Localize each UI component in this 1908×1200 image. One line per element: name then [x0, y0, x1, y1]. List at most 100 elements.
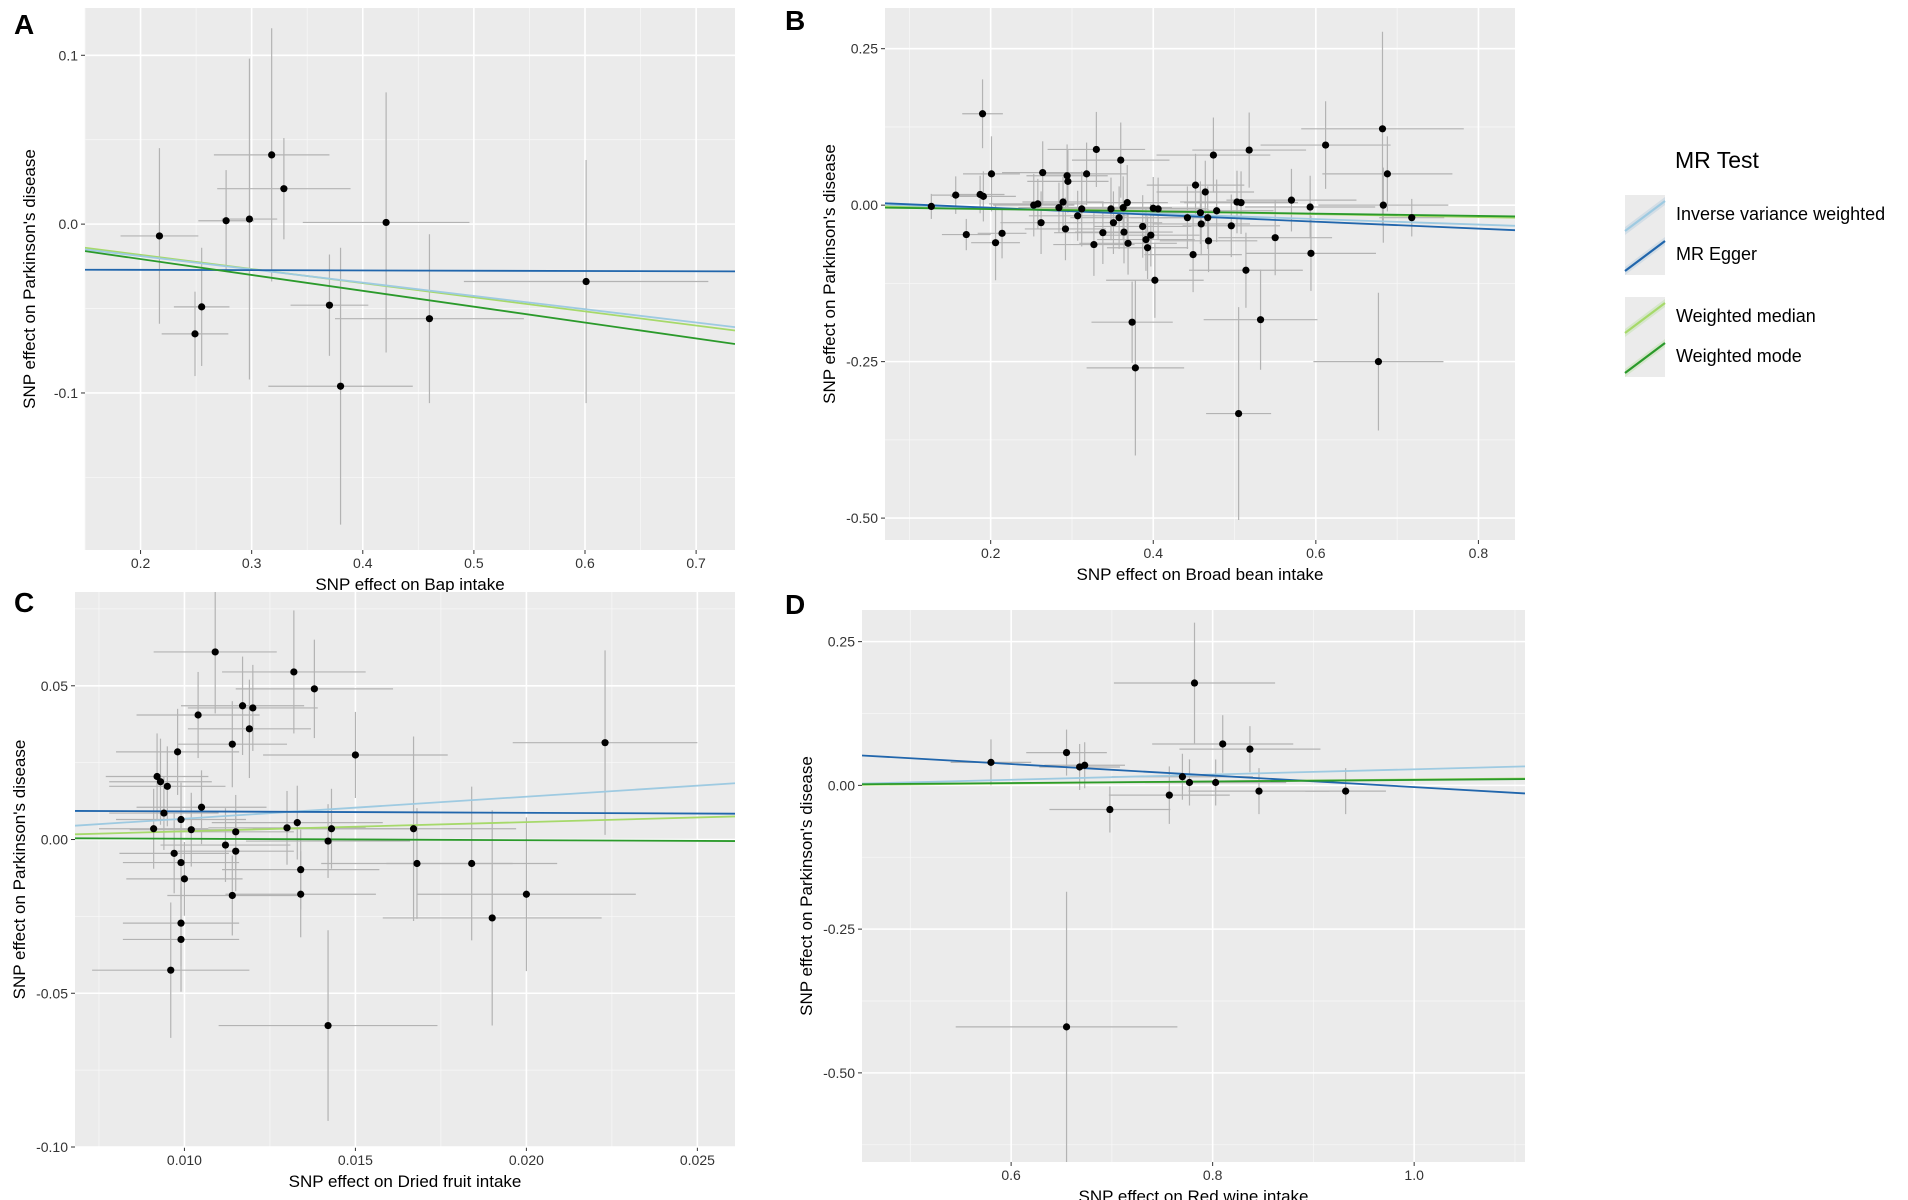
data-point: [198, 303, 206, 311]
data-point: [245, 215, 254, 223]
legend-label-median: Weighted median: [1676, 306, 1816, 326]
data-point: [310, 685, 318, 693]
data-point: [1059, 198, 1067, 206]
legend-swatch-median: [1624, 302, 1666, 334]
data-point: [283, 824, 291, 832]
data-point: [1131, 364, 1139, 372]
x-axis-label-d: SNP effect on Red wine intake: [1079, 1187, 1309, 1200]
legend-label-ivw: Inverse variance weighted: [1676, 204, 1885, 224]
data-point: [1151, 276, 1159, 284]
data-point: [177, 919, 185, 927]
data-point: [1107, 205, 1115, 213]
panel-letter-c: C: [14, 587, 34, 618]
x-tick-label: 0.025: [680, 1152, 715, 1168]
data-point: [927, 202, 935, 211]
x-tick-label: 0.015: [338, 1152, 373, 1168]
data-point: [232, 847, 240, 855]
data-point: [1143, 244, 1152, 252]
data-point: [1063, 172, 1071, 180]
data-point: [1081, 761, 1089, 769]
legend-swatch-egger: [1624, 240, 1666, 272]
data-point: [351, 751, 360, 759]
data-point: [1204, 214, 1212, 222]
x-tick-label: 0.6: [1001, 1167, 1021, 1183]
y-tick-label: 0.00: [41, 832, 68, 848]
data-point: [1083, 170, 1091, 178]
data-point: [1189, 250, 1197, 259]
data-point: [297, 866, 305, 874]
data-point: [991, 239, 1000, 247]
x-tick-label: 0.3: [242, 555, 262, 571]
regression-line-mr-egger: [85, 268, 735, 273]
regression-line-inverse-variance-weighted: [85, 248, 735, 329]
data-point: [194, 711, 202, 719]
y-tick-label: -0.05: [36, 985, 68, 1001]
data-point: [1213, 207, 1221, 215]
y-tick-label: 0.25: [828, 634, 855, 650]
data-point: [382, 218, 390, 227]
data-point: [1099, 229, 1107, 237]
data-point: [1183, 214, 1191, 222]
data-point: [187, 826, 195, 834]
x-tick-label: 0.4: [353, 555, 373, 571]
data-point: [1374, 358, 1383, 366]
plot-area: [75, 592, 735, 1121]
y-tick-label: 0.05: [41, 678, 68, 694]
data-point: [297, 890, 305, 898]
data-point: [1256, 316, 1265, 324]
data-point: [488, 914, 496, 922]
data-point: [1271, 234, 1279, 242]
data-point: [1178, 773, 1187, 781]
data-point: [1219, 740, 1227, 748]
data-point: [1147, 231, 1155, 239]
data-point: [425, 315, 434, 323]
data-point: [1246, 745, 1254, 753]
data-point: [160, 809, 168, 817]
data-point: [293, 819, 301, 827]
y-tick-label: 0.00: [828, 777, 855, 793]
data-point: [1201, 188, 1209, 196]
data-point: [197, 803, 206, 811]
data-point: [280, 185, 288, 193]
panel-b: B 0.2 0.4 0.6 0.8 0.25 0.00 -0.25 -0.50 SNP effec…: [785, 5, 1515, 584]
y-axis-label-c: SNP effect on Parkinson's disease: [10, 740, 29, 1000]
data-point: [413, 859, 421, 868]
data-point: [987, 758, 995, 766]
y-axis-label-d: SNP effect on Parkinson's disease: [797, 756, 816, 1016]
data-point: [1196, 209, 1205, 217]
data-point: [1191, 181, 1200, 189]
data-point: [1190, 679, 1199, 687]
data-point: [952, 191, 960, 199]
data-point: [222, 217, 230, 225]
data-point: [1090, 240, 1098, 249]
data-point: [1342, 787, 1350, 795]
data-point: [978, 110, 987, 118]
data-point: [522, 890, 530, 898]
data-point: [232, 828, 240, 836]
regression-line-inverse-variance-weighted: [75, 782, 735, 827]
plot-area: [85, 28, 735, 525]
regression-line-mr-egger: [885, 202, 1515, 232]
data-point: [1092, 145, 1100, 154]
data-point: [249, 704, 257, 712]
data-point: [1106, 805, 1114, 814]
data-point: [1185, 778, 1194, 787]
data-point: [324, 837, 332, 845]
x-tick-label: 0.8: [1203, 1167, 1223, 1183]
data-point: [1235, 409, 1243, 418]
x-tick-label: 0.8: [1469, 545, 1489, 561]
data-point: [1379, 201, 1387, 209]
data-point: [1287, 196, 1296, 204]
data-point: [1119, 204, 1127, 212]
x-tick-label: 0.2: [981, 545, 1001, 561]
legend-swatch-ivw: [1624, 200, 1666, 232]
data-point: [238, 702, 247, 710]
panel-letter-d: D: [785, 589, 805, 620]
x-tick-label: 0.010: [167, 1152, 202, 1168]
y-tick-label: 0.00: [851, 197, 878, 213]
data-point: [228, 891, 236, 900]
data-point: [1197, 220, 1205, 228]
data-point: [191, 330, 199, 338]
data-point: [1307, 249, 1315, 257]
